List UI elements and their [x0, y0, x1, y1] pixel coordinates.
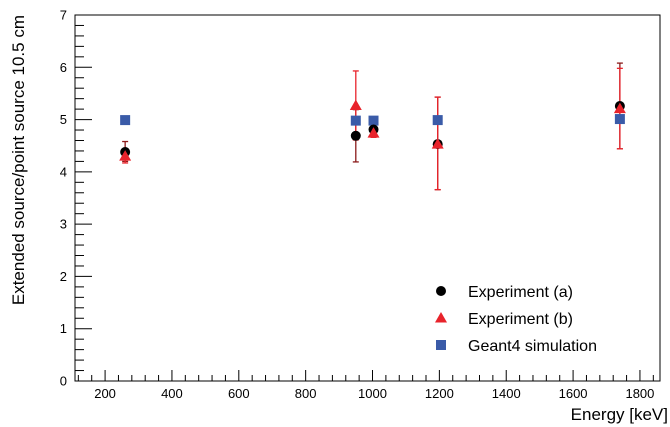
y-tick-label: 1 — [60, 321, 67, 336]
legend: Experiment (a) Experiment (b) Geant4 simul… — [435, 284, 597, 355]
plot-frame — [74, 14, 661, 382]
x-tick-label: 1200 — [425, 386, 454, 401]
y-tick-label: 6 — [60, 60, 67, 75]
legend-label: Experiment (a) — [468, 284, 573, 301]
x-tick-label: 1000 — [358, 386, 387, 401]
legend-marker-triangle — [435, 312, 447, 323]
x-tick-labels: 200 400 600 800 1000 1200 1400 1600 1800 — [94, 386, 654, 401]
x-tick-label: 600 — [228, 386, 250, 401]
y-tick-label: 2 — [60, 269, 67, 284]
data-point-square — [368, 115, 379, 126]
x-tick-label: 400 — [161, 386, 183, 401]
y-tick-label: 5 — [60, 112, 67, 127]
data-point-triangle — [367, 127, 380, 138]
data-point-square — [350, 115, 361, 126]
x-tick-label: 1400 — [492, 386, 521, 401]
legend-marker-circle — [436, 286, 446, 296]
x-tick-label: 200 — [94, 386, 116, 401]
y-tick-label: 7 — [60, 8, 67, 23]
data-point-triangle — [349, 99, 362, 110]
data-point-triangle — [119, 150, 132, 161]
x-tick-label: 1800 — [625, 386, 654, 401]
y-axis-label: Extended source/point source 10.5 cm — [9, 15, 28, 305]
data-point-square — [614, 114, 625, 125]
data-point-circle — [350, 130, 361, 141]
data-point-triangle — [613, 102, 626, 114]
legend-label: Experiment (b) — [468, 311, 573, 328]
data-point-triangle — [431, 138, 444, 149]
x-tick-label: 1600 — [559, 386, 588, 401]
data-point-square — [432, 115, 443, 126]
data-markers — [119, 99, 626, 161]
y-tick-label: 4 — [60, 164, 67, 179]
data-point-square — [120, 115, 131, 126]
y-tick-label: 3 — [60, 217, 67, 232]
y-tick-labels: 0 1 2 3 4 5 6 7 — [60, 8, 67, 389]
x-tick-label: 800 — [295, 386, 317, 401]
legend-marker-square — [436, 340, 446, 350]
y-tick-label: 0 — [60, 374, 67, 389]
legend-label: Geant4 simulation — [468, 338, 597, 355]
x-axis-label: Energy [keV] — [571, 405, 668, 424]
